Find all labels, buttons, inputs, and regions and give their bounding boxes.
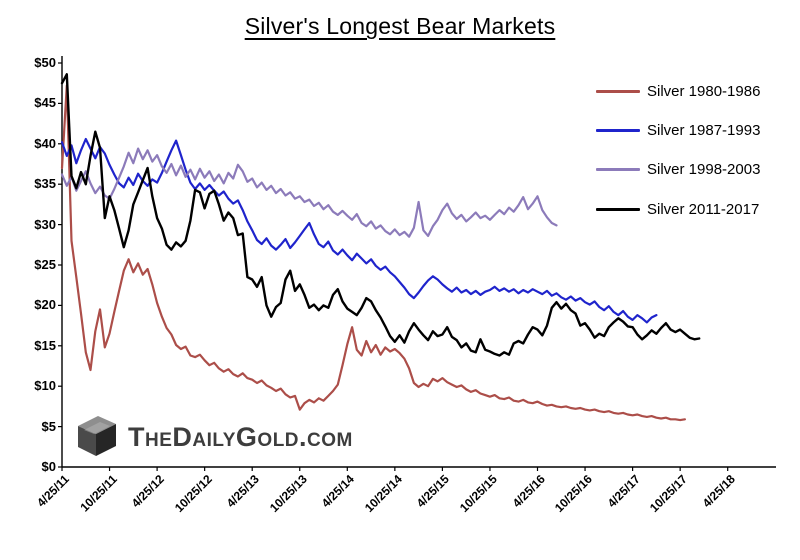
y-tick-label: $0 [41, 459, 56, 474]
y-tick-label: $25 [34, 257, 56, 272]
legend-label: Silver 1998-2003 [647, 161, 761, 179]
legend-entry: Silver 1987-1993 [596, 120, 760, 140]
y-tick-label: $45 [34, 95, 56, 111]
legend-entry: Silver 1998-2003 [596, 160, 760, 180]
series-line-silver-1987-1993 [60, 137, 658, 324]
legend-label: Silver 1987-1993 [647, 121, 761, 139]
legend-line-swatch [596, 207, 640, 211]
series-line-silver-2011-2017 [60, 73, 701, 357]
y-tick-label: $35 [34, 176, 56, 192]
legend-line-swatch [596, 89, 640, 93]
y-tick-label: $40 [34, 135, 56, 151]
y-tick-label: $15 [34, 337, 56, 353]
legend-label: Silver 2011-2017 [647, 200, 760, 218]
series-line-silver-1980-1986 [60, 84, 687, 422]
watermark-text: TheDailyGold.com [128, 421, 353, 452]
y-tick-label: $20 [34, 297, 56, 313]
legend-line-swatch [596, 168, 640, 172]
y-tick-label: $5 [41, 418, 56, 434]
legend-entry: Silver 2011-2017 [596, 199, 759, 219]
gold-bar-icon [78, 416, 116, 456]
series-line-silver-1998-2003 [60, 147, 558, 238]
y-tick-label: $10 [34, 378, 56, 394]
legend-line-swatch [596, 128, 640, 132]
chart-title: Silver's Longest Bear Markets [244, 13, 556, 39]
legend-entry: Silver 1980-1986 [596, 81, 760, 101]
y-tick-label: $50 [34, 55, 56, 70]
watermark-logo: TheDailyGold.com [70, 414, 353, 460]
legend-label: Silver 1980-1986 [647, 82, 761, 100]
y-tick-label: $30 [34, 216, 56, 232]
